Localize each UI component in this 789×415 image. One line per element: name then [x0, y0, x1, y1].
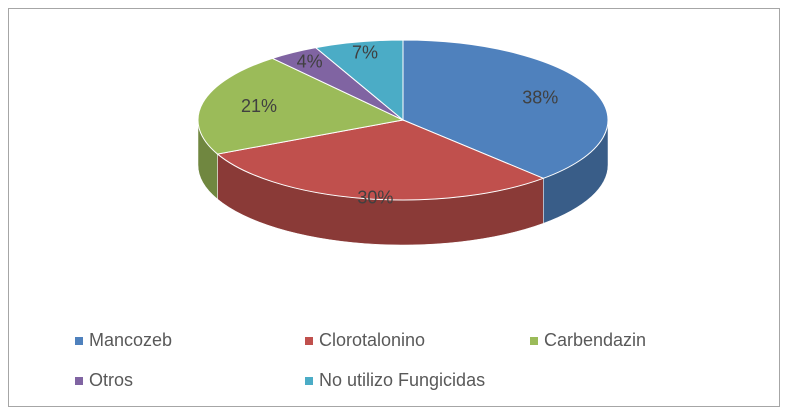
legend-swatch: [75, 377, 83, 385]
legend-swatch: [530, 337, 538, 345]
legend-label: No utilizo Fungicidas: [319, 370, 485, 390]
pie-slice: [197, 57, 405, 155]
data-label: 7%: [352, 42, 378, 62]
pie-slice: [314, 39, 404, 122]
legend-label: Carbendazin: [544, 330, 646, 350]
data-label: 4%: [297, 51, 323, 71]
data-label: 38%: [522, 88, 558, 108]
legend-label: Mancozeb: [89, 330, 172, 350]
legend-swatch: [75, 337, 83, 345]
legend-swatch: [305, 337, 313, 345]
pie-slice: [216, 119, 545, 201]
data-label: 21%: [241, 96, 277, 116]
pie-slice: [402, 39, 609, 179]
legend-label: Otros: [89, 370, 133, 390]
legend-label: Clorotalonino: [319, 330, 425, 350]
data-label: 30%: [357, 187, 393, 207]
legend-swatch: [305, 377, 313, 385]
